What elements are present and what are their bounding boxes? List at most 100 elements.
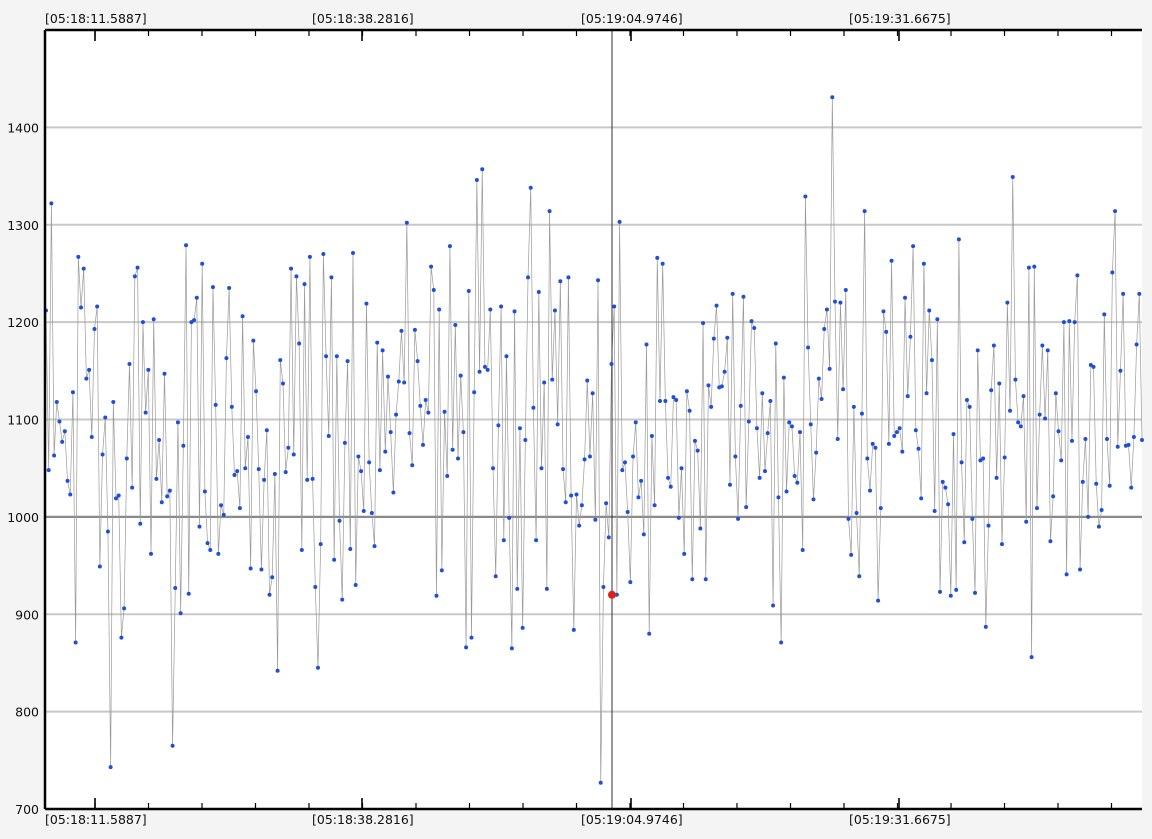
data-point[interactable] <box>884 329 889 334</box>
data-point[interactable] <box>165 494 170 499</box>
data-point[interactable] <box>706 383 711 388</box>
data-point[interactable] <box>372 544 377 549</box>
data-point[interactable] <box>682 551 687 556</box>
data-point[interactable] <box>216 551 221 556</box>
data-point[interactable] <box>781 375 786 380</box>
data-point[interactable] <box>587 454 592 459</box>
data-point[interactable] <box>800 547 805 552</box>
data-point[interactable] <box>921 261 926 266</box>
data-point[interactable] <box>57 419 62 424</box>
data-point[interactable] <box>991 343 996 348</box>
data-point[interactable] <box>736 516 741 521</box>
data-point[interactable] <box>757 475 762 480</box>
data-point[interactable] <box>808 422 813 427</box>
data-point[interactable] <box>461 430 466 435</box>
data-point[interactable] <box>760 391 765 396</box>
data-point[interactable] <box>542 380 547 385</box>
data-point[interactable] <box>54 399 59 404</box>
data-point[interactable] <box>111 399 116 404</box>
data-point[interactable] <box>784 489 789 494</box>
data-point[interactable] <box>894 430 899 435</box>
selected-point-marker[interactable] <box>608 590 616 599</box>
data-point[interactable] <box>846 516 851 521</box>
data-point[interactable] <box>722 369 727 374</box>
data-point[interactable] <box>870 441 875 446</box>
data-point[interactable] <box>695 448 700 453</box>
data-point[interactable] <box>235 469 240 474</box>
data-point[interactable] <box>499 304 504 309</box>
data-point[interactable] <box>1121 291 1126 296</box>
data-point[interactable] <box>1091 364 1096 369</box>
data-point[interactable] <box>509 646 514 651</box>
data-point[interactable] <box>73 640 78 645</box>
data-point[interactable] <box>606 535 611 540</box>
data-point[interactable] <box>313 584 318 589</box>
data-point[interactable] <box>488 307 493 312</box>
data-point[interactable] <box>375 340 380 345</box>
data-point[interactable] <box>472 390 477 395</box>
data-point[interactable] <box>229 404 234 409</box>
data-point[interactable] <box>132 274 137 279</box>
data-point[interactable] <box>119 635 124 640</box>
data-point[interactable] <box>221 512 226 517</box>
data-point[interactable] <box>779 640 784 645</box>
data-point[interactable] <box>881 309 886 314</box>
data-point[interactable] <box>830 95 835 100</box>
data-point[interactable] <box>798 430 802 435</box>
data-point[interactable] <box>329 275 334 280</box>
data-point[interactable] <box>859 411 864 416</box>
data-point[interactable] <box>194 295 199 300</box>
data-point[interactable] <box>515 586 520 591</box>
data-point[interactable] <box>1008 408 1013 413</box>
data-point[interactable] <box>1005 300 1010 305</box>
data-point[interactable] <box>1078 567 1083 572</box>
data-point[interactable] <box>1056 429 1061 434</box>
data-point[interactable] <box>60 439 65 444</box>
data-point[interactable] <box>1080 479 1085 484</box>
data-point[interactable] <box>364 301 369 306</box>
data-point[interactable] <box>1013 377 1018 382</box>
data-point[interactable] <box>1045 348 1050 353</box>
data-point[interactable] <box>396 379 401 384</box>
data-point[interactable] <box>84 376 89 381</box>
data-point[interactable] <box>1064 572 1069 577</box>
data-point[interactable] <box>970 516 975 521</box>
data-point[interactable] <box>65 478 70 483</box>
data-point[interactable] <box>932 509 937 514</box>
data-point[interactable] <box>733 454 738 459</box>
data-point[interactable] <box>973 590 978 595</box>
data-point[interactable] <box>868 488 873 493</box>
data-point[interactable] <box>835 436 840 441</box>
data-point[interactable] <box>523 437 528 442</box>
data-point[interactable] <box>841 387 846 392</box>
data-point[interactable] <box>149 551 154 556</box>
data-point[interactable] <box>569 493 574 498</box>
data-point[interactable] <box>666 475 671 480</box>
data-point[interactable] <box>698 526 703 531</box>
data-point[interactable] <box>1048 539 1053 544</box>
data-point[interactable] <box>534 538 539 543</box>
data-point[interactable] <box>975 348 980 353</box>
data-point[interactable] <box>146 367 151 372</box>
data-point[interactable] <box>552 308 557 313</box>
data-point[interactable] <box>744 505 749 510</box>
data-point[interactable] <box>1113 209 1118 214</box>
data-point[interactable] <box>173 585 178 590</box>
data-point[interactable] <box>297 341 302 346</box>
data-point[interactable] <box>100 452 105 457</box>
data-point[interactable] <box>795 480 800 485</box>
data-point[interactable] <box>340 597 345 602</box>
data-point[interactable] <box>122 606 127 611</box>
data-point[interactable] <box>598 780 603 785</box>
data-point[interactable] <box>526 275 531 280</box>
data-point[interactable] <box>948 593 953 598</box>
data-point[interactable] <box>453 323 458 328</box>
data-point[interactable] <box>480 167 485 172</box>
data-point[interactable] <box>254 389 259 394</box>
data-point[interactable] <box>367 460 372 465</box>
data-point[interactable] <box>913 428 918 433</box>
data-point[interactable] <box>1051 494 1056 499</box>
data-point[interactable] <box>1129 485 1134 490</box>
data-point[interactable] <box>178 611 183 616</box>
data-point[interactable] <box>224 356 229 361</box>
